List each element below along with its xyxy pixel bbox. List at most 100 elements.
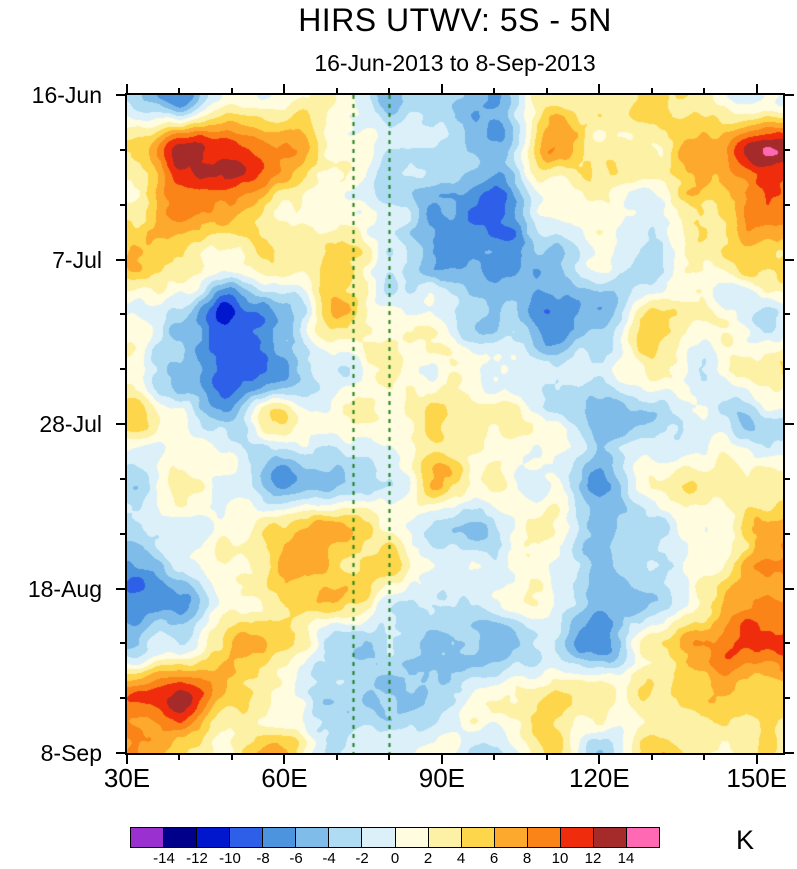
axis-tick: [120, 477, 125, 480]
colorbar-unit-label: K: [736, 825, 755, 855]
colorbar-tick-label: -14: [153, 850, 175, 867]
axis-tick: [283, 755, 286, 764]
colorbar-tick-label: 2: [423, 850, 433, 867]
axis-tick: [116, 423, 125, 425]
y-axis-labels: 16-Jun 7-Jul 28-Jul 18-Aug 8-Sep: [0, 82, 110, 766]
colorbar-tick-label: -10: [219, 850, 241, 867]
axis-tick: [785, 587, 794, 590]
axis-tick: [785, 697, 790, 700]
axis-tick: [126, 84, 128, 93]
axis-tick: [755, 84, 758, 93]
axis-tick: [545, 755, 548, 760]
colorbar-cell: [263, 828, 297, 847]
axis-tick: [120, 313, 125, 316]
axis-tick: [785, 258, 794, 261]
axis-tick: [440, 755, 443, 764]
colorbar-cell: [395, 828, 429, 847]
colorbar-cell: [164, 828, 198, 847]
colorbar-tick-label: 8: [522, 850, 532, 867]
axis-tick: [178, 88, 181, 93]
colorbar-tick-label: -4: [322, 850, 336, 867]
axis-tick: [335, 755, 338, 760]
axis-tick: [785, 477, 790, 480]
colorbar-cell: [131, 828, 165, 847]
y-tick-label: 7-Jul: [52, 246, 102, 273]
axis-tick: [230, 755, 233, 760]
axis-tick: [545, 88, 548, 93]
axis-tick: [440, 84, 443, 93]
x-axis-labels: 30E 60E 90E 120E 150E: [104, 763, 787, 795]
colorbar-tick-label: 4: [456, 850, 466, 867]
axis-tick: [650, 755, 653, 760]
y-tick-label: 8-Sep: [40, 740, 102, 766]
colorbar-cell: [329, 828, 363, 847]
axis-tick: [120, 697, 125, 700]
colorbar-cell: [296, 828, 330, 847]
colorbar-tick-label: -2: [355, 850, 369, 867]
axis-tick: [703, 88, 706, 93]
x-tick-label: 150E: [726, 763, 788, 793]
colorbar-cell: [494, 828, 528, 847]
axis-tick: [120, 203, 125, 206]
colorbar-tick-label: 12: [584, 850, 602, 867]
colorbar-tick-label: 0: [390, 850, 400, 867]
axis-tick: [493, 88, 496, 93]
axis-tick: [120, 642, 125, 645]
axis-tick: [785, 313, 790, 316]
axis-tick: [388, 88, 391, 93]
colorbar-tick-label: 6: [489, 850, 499, 867]
colorbar-cell: [560, 828, 594, 847]
axis-tick: [785, 642, 790, 645]
colorbar-cell: [461, 828, 495, 847]
x-tick-label: 60E: [261, 763, 308, 793]
axis-tick: [178, 755, 181, 760]
axis-tick: [785, 752, 794, 754]
chart-subtitle: 16-Jun-2013 to 8-Sep-2013: [314, 50, 596, 76]
heatmap-canvas: [127, 95, 783, 753]
y-tick-label: 16-Jun: [31, 82, 102, 108]
y-tick-label: 28-Jul: [39, 411, 102, 437]
axis-tick: [755, 755, 758, 764]
axis-tick: [388, 755, 391, 760]
axis-tick: [785, 423, 794, 425]
chart-title: HIRS UTWV: 5S - 5N: [298, 2, 612, 38]
y-tick-label: 18-Aug: [27, 575, 102, 602]
colorbar-tick-label: -6: [289, 850, 303, 867]
colorbar-cell: [527, 828, 561, 847]
x-tick-label: 30E: [103, 763, 151, 793]
colorbar-labels: -14 -12 -10 -8 -6 -4 -2 0 2 4 6 8 10 12 14: [130, 850, 660, 868]
axis-tick: [785, 368, 790, 371]
axis-tick: [120, 532, 125, 535]
axis-tick: [598, 755, 601, 764]
axis-tick: [116, 752, 125, 754]
axis-tick: [785, 94, 794, 96]
colorbar-tick-label: 10: [551, 850, 569, 867]
axis-tick: [126, 755, 128, 764]
plot-area: [125, 93, 785, 755]
axis-tick: [335, 88, 338, 93]
axis-tick: [785, 148, 790, 151]
colorbar-cell: [593, 828, 627, 847]
x-tick-label: 120E: [568, 763, 630, 793]
axis-tick: [785, 203, 790, 206]
colorbar-cell: [626, 828, 659, 847]
axis-tick: [703, 755, 706, 760]
axis-tick: [785, 532, 790, 535]
axis-tick: [493, 755, 496, 760]
axis-tick: [116, 258, 125, 261]
colorbar-cell: [230, 828, 264, 847]
axis-tick: [116, 587, 125, 590]
colorbar: [130, 827, 660, 848]
colorbar-cell: [428, 828, 462, 847]
axis-tick: [120, 148, 125, 151]
axis-tick: [283, 84, 286, 93]
axis-tick: [598, 84, 601, 93]
axis-tick: [650, 88, 653, 93]
colorbar-cell: [362, 828, 396, 847]
colorbar-cell: [197, 828, 231, 847]
axis-tick: [230, 88, 233, 93]
colorbar-tick-label: -12: [186, 850, 208, 867]
axis-tick: [116, 94, 125, 96]
colorbar-tick-label: -8: [256, 850, 270, 867]
